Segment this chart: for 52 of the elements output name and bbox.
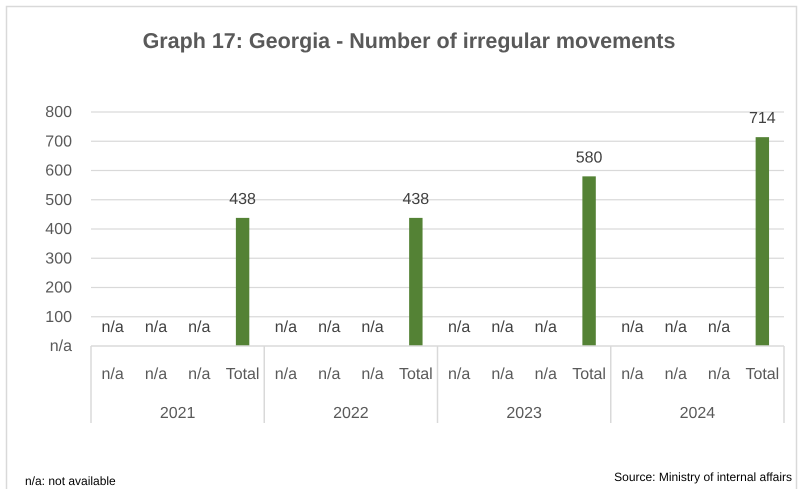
text: n/a bbox=[274, 319, 298, 336]
text: n/a bbox=[534, 319, 557, 336]
text: n/a bbox=[102, 319, 124, 336]
x-tick-label: n/a bbox=[664, 366, 687, 383]
x-tick-label: Total bbox=[572, 366, 606, 383]
x-tick-label: n/a bbox=[144, 366, 168, 383]
y-tick-label: 700 bbox=[45, 133, 72, 150]
x-tick-label: n/a bbox=[361, 366, 384, 383]
data-label: 714 bbox=[748, 110, 776, 128]
data-label: 580 bbox=[576, 149, 603, 166]
y-tick-label: 200 bbox=[45, 280, 72, 297]
x-tick-label: n/a bbox=[274, 366, 298, 383]
text: n/a bbox=[621, 319, 644, 336]
text: 2022 bbox=[333, 405, 369, 422]
x-tick-label: Total bbox=[745, 366, 780, 383]
x-tick-label: n/a bbox=[621, 366, 644, 383]
text: 2024 bbox=[680, 405, 716, 422]
bar bbox=[409, 218, 423, 346]
x-tick-label: n/a bbox=[491, 366, 514, 383]
x-tick-label: Total bbox=[398, 366, 433, 383]
text: n/a bbox=[708, 319, 730, 336]
text: n/a bbox=[448, 319, 470, 336]
y-tick-label: 600 bbox=[45, 162, 72, 180]
text: n/a bbox=[318, 319, 340, 336]
bar bbox=[236, 218, 250, 346]
x-tick-label: n/a bbox=[318, 366, 340, 383]
x-tick-label: Total bbox=[226, 366, 260, 383]
text: 2021 bbox=[160, 405, 196, 422]
text: 2023 bbox=[506, 405, 542, 422]
text: n/a bbox=[188, 319, 210, 336]
x-tick-label: n/a bbox=[534, 366, 557, 383]
x-tick-label: n/a bbox=[102, 366, 124, 383]
bar bbox=[756, 137, 770, 346]
y-tick-label: n/a bbox=[50, 338, 72, 356]
x-tick-label: n/a bbox=[708, 366, 730, 383]
text: n/a: not available bbox=[25, 474, 116, 488]
y-tick-label: 300 bbox=[45, 250, 72, 268]
text: n/a bbox=[144, 319, 168, 336]
data-label: 438 bbox=[229, 190, 256, 208]
bar bbox=[582, 176, 596, 346]
y-tick-label: 400 bbox=[45, 221, 72, 238]
text: n/a bbox=[491, 319, 514, 336]
y-tick-label: 100 bbox=[45, 308, 72, 326]
x-tick-label: n/a bbox=[448, 366, 470, 383]
data-label: 438 bbox=[402, 190, 430, 208]
x-tick-label: n/a bbox=[188, 366, 210, 383]
text: n/a bbox=[361, 319, 384, 336]
text: n/a bbox=[664, 319, 687, 336]
source-note: Source: Ministry of internal affairs bbox=[614, 470, 792, 484]
y-tick-label: 500 bbox=[45, 192, 72, 209]
y-tick-label: 800 bbox=[45, 104, 72, 122]
chart-title: Graph 17: Georgia - Number of irregular movements bbox=[142, 29, 676, 53]
